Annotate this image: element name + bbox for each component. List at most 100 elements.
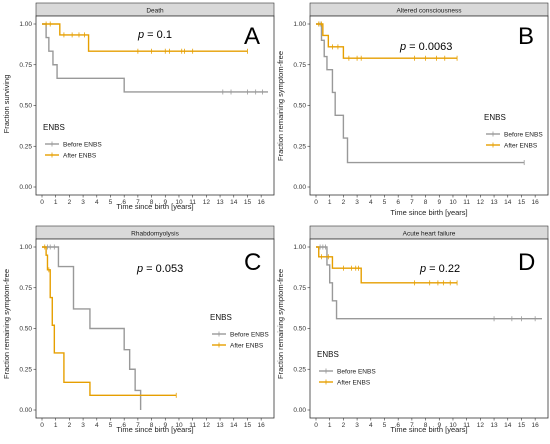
x-tick-label: 3 <box>81 422 85 429</box>
x-tick-label: 16 <box>258 422 266 429</box>
x-tick-label: 7 <box>410 422 414 429</box>
panel-d-ylabel: Fraction remaining symptom-free <box>276 269 285 379</box>
km-curve-before <box>316 23 525 164</box>
panel-c-xlabel: Time since birth [years] <box>116 425 193 434</box>
x-tick-label: 14 <box>230 199 238 206</box>
y-tick-label: 0.00 <box>19 407 32 414</box>
x-tick-label: 5 <box>383 199 387 206</box>
panel-d-strip-label: Acute heart failure <box>403 231 456 238</box>
x-tick-label: 8 <box>424 199 428 206</box>
x-tick-label: 0 <box>40 422 44 429</box>
x-tick-label: 8 <box>150 422 154 429</box>
x-tick-label: 8 <box>150 199 154 206</box>
x-tick-label: 12 <box>477 422 485 429</box>
legend-title: ENBS <box>43 123 65 132</box>
x-tick-label: 6 <box>122 422 126 429</box>
legend-label: After ENBS <box>230 342 264 349</box>
x-tick-label: 3 <box>355 422 359 429</box>
km-curve-after <box>42 246 177 397</box>
km-curve-after <box>42 23 248 52</box>
x-tick-label: 11 <box>463 199 470 206</box>
x-tick-label: 4 <box>95 199 99 206</box>
p-symbol: p <box>399 41 406 53</box>
plot-frame <box>35 238 275 419</box>
plot-frame <box>35 15 275 196</box>
y-tick-label: 0.50 <box>293 326 306 333</box>
x-tick-label: 10 <box>449 422 457 429</box>
x-tick-label: 2 <box>68 199 72 206</box>
x-tick-label: 13 <box>490 199 498 206</box>
panel-a-ylabel: Fraction surviving <box>2 75 11 134</box>
panel-letter: A <box>244 23 260 50</box>
panel-letter: D <box>518 249 535 276</box>
x-tick-label: 13 <box>490 422 498 429</box>
x-tick-label: 13 <box>216 199 224 206</box>
x-tick-label: 6 <box>122 199 126 206</box>
legend-label: Before ENBS <box>63 141 102 148</box>
y-tick-label: 0.25 <box>19 366 32 373</box>
p-symbol: p <box>137 29 144 41</box>
p-value-label: p = 0.22 <box>419 263 460 275</box>
km-curve-before <box>316 246 542 320</box>
x-tick-label: 9 <box>437 422 441 429</box>
x-tick-label: 12 <box>203 422 211 429</box>
panel-d-xlabel: Time since birth [years] <box>390 425 467 434</box>
p-symbol: p <box>419 263 426 275</box>
panel-letter: B <box>518 23 534 50</box>
y-tick-label: 0.00 <box>293 184 306 191</box>
panel-d-plot: 0 1 2 3 4 5 6 7 8 9 10 11 12 13 14 15 160.000.250.500.75… <box>293 238 549 429</box>
x-tick-label: 1 <box>328 422 332 429</box>
x-tick-label: 16 <box>258 199 266 206</box>
x-tick-label: 4 <box>369 199 373 206</box>
y-tick-label: 0.75 <box>19 62 32 69</box>
x-tick-label: 4 <box>369 422 373 429</box>
legend-label: After ENBS <box>504 142 538 149</box>
x-tick-label: 1 <box>328 199 332 206</box>
x-tick-label: 8 <box>424 422 428 429</box>
y-tick-label: 0.75 <box>293 285 306 292</box>
panel-b-xlabel: Time since birth [years] <box>390 208 467 217</box>
x-tick-label: 13 <box>216 422 224 429</box>
y-tick-label: 1.00 <box>19 21 32 28</box>
x-tick-label: 7 <box>410 199 414 206</box>
legend-label: After ENBS <box>337 379 371 386</box>
y-tick-label: 0.25 <box>293 366 306 373</box>
panel-d: Acute heart failure 0 1 2 3 4 5 6 7 8 9 10 11 12 13 14… <box>276 225 549 434</box>
x-tick-label: 0 <box>314 422 318 429</box>
panel-a-strip-label: Death <box>146 8 164 15</box>
x-tick-label: 5 <box>109 199 113 206</box>
y-tick-label: 0.00 <box>19 184 32 191</box>
x-tick-label: 2 <box>342 422 346 429</box>
y-tick-label: 1.00 <box>19 244 32 251</box>
x-tick-label: 0 <box>40 199 44 206</box>
panel-c-plot: 0 1 2 3 4 5 6 7 8 9 10 11 12 13 14 15 160.000.250.500.75… <box>19 238 275 429</box>
panel-a-xlabel: Time since birth [years] <box>116 202 193 211</box>
x-tick-label: 14 <box>504 422 512 429</box>
y-tick-label: 1.00 <box>293 244 306 251</box>
x-tick-label: 1 <box>54 422 58 429</box>
x-tick-label: 3 <box>355 199 359 206</box>
panel-letter: C <box>244 249 261 276</box>
x-tick-label: 6 <box>396 422 400 429</box>
x-tick-label: 5 <box>109 422 113 429</box>
legend-label: Before ENBS <box>337 368 376 375</box>
x-tick-label: 11 <box>189 422 196 429</box>
y-tick-label: 0.50 <box>19 326 32 333</box>
panel-b-ylabel: Fraction remaining symptom-free <box>276 51 285 161</box>
legend-title: ENBS <box>484 113 506 122</box>
x-tick-label: 15 <box>244 422 252 429</box>
x-tick-label: 1 <box>54 199 58 206</box>
x-tick-label: 12 <box>203 199 211 206</box>
x-tick-label: 7 <box>136 422 140 429</box>
x-tick-label: 9 <box>163 199 167 206</box>
y-tick-label: 1.00 <box>293 21 306 28</box>
x-tick-label: 14 <box>230 422 238 429</box>
x-tick-label: 11 <box>189 199 196 206</box>
km-curve-after <box>316 246 458 284</box>
panel-c-ylabel: Fraction remaining symptom-free <box>2 269 11 379</box>
legend-title: ENBS <box>210 313 232 322</box>
p-symbol: p <box>136 263 143 275</box>
x-tick-label: 10 <box>175 199 183 206</box>
y-tick-label: 0.25 <box>19 143 32 150</box>
